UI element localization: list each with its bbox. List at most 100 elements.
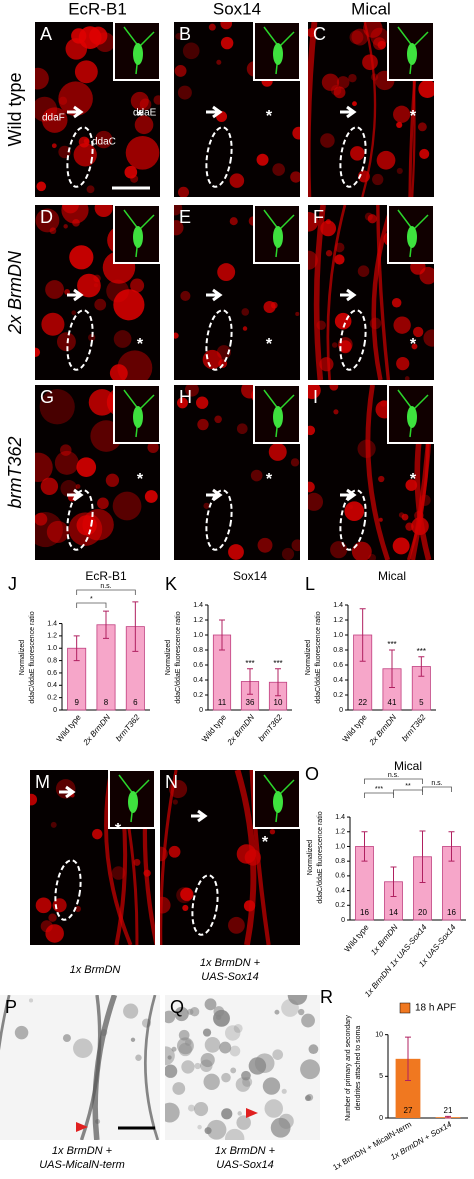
blob <box>144 490 158 503</box>
y-tick-label: 1.4 <box>333 602 343 609</box>
blob <box>187 1104 195 1112</box>
blob <box>202 349 222 370</box>
blob <box>94 205 113 218</box>
blob <box>338 340 352 354</box>
legend-label: 18 h APF <box>415 1003 456 1014</box>
blob <box>393 105 411 123</box>
blob <box>412 326 424 338</box>
bracket-label: ** <box>405 783 411 790</box>
caption: UAS-Sox14 <box>216 1159 273 1171</box>
arrow <box>67 288 84 302</box>
blob <box>242 326 248 331</box>
blob <box>58 81 93 116</box>
blob <box>333 409 339 415</box>
blob <box>178 1042 192 1057</box>
blob <box>61 205 89 224</box>
bracket <box>364 792 394 798</box>
x-tick-label: 2x BrmDN <box>225 713 256 748</box>
arrow <box>340 488 357 502</box>
sample-size: 16 <box>447 908 456 917</box>
image-content <box>0 995 160 1140</box>
chart-title: Mical <box>378 569 406 583</box>
arrowhead <box>246 1108 258 1118</box>
micrograph: *N <box>160 769 301 945</box>
soma-outline <box>66 309 94 371</box>
y-tick-label: 0.2 <box>333 692 343 699</box>
blob <box>165 1102 180 1123</box>
micrograph: *E <box>174 204 301 380</box>
blob <box>418 79 434 98</box>
blob <box>174 205 183 216</box>
blob <box>94 298 107 311</box>
blob <box>334 254 345 265</box>
image-background <box>165 995 320 1140</box>
blob <box>300 1059 320 1080</box>
blob <box>58 145 71 159</box>
row-label: brmT362 <box>5 436 25 508</box>
sample-size: 14 <box>389 908 398 917</box>
blob <box>333 86 346 99</box>
blob <box>235 1077 251 1092</box>
cell-label: ddaE <box>133 108 157 119</box>
fiber <box>160 770 178 945</box>
caption: UAS-MicalN-term <box>39 1159 125 1171</box>
blob <box>301 1013 315 1028</box>
caption: 1x BrmDN + <box>52 1145 113 1157</box>
blob <box>77 273 101 298</box>
blob <box>86 185 95 194</box>
blob <box>181 1060 195 1074</box>
bracket <box>393 789 423 795</box>
panel-letter: P <box>5 997 17 1017</box>
error-bar <box>418 656 425 677</box>
image-content <box>35 205 160 380</box>
y-tick-label: 0.2 <box>47 694 57 701</box>
blob <box>208 23 216 31</box>
blob <box>269 829 276 835</box>
micrograph: *A <box>35 21 161 197</box>
blob <box>204 998 217 1011</box>
error-bar <box>361 831 368 862</box>
caption: UAS-Sox14 <box>201 971 258 983</box>
inset-soma <box>128 791 138 813</box>
blob <box>14 1025 29 1040</box>
y-tick-label: 1.2 <box>193 617 203 624</box>
significance: *** <box>417 647 426 656</box>
blob <box>398 512 405 518</box>
blob <box>187 1008 194 1015</box>
blob <box>274 1009 280 1015</box>
arrowhead <box>76 1122 88 1132</box>
blob <box>349 30 364 45</box>
blob <box>193 1101 209 1117</box>
blob <box>236 1115 251 1130</box>
significance: *** <box>245 659 254 668</box>
blob <box>262 1077 281 1095</box>
panel-letter: D <box>40 207 53 227</box>
micrograph: *F <box>308 204 435 380</box>
blob <box>225 1128 245 1140</box>
blob <box>272 163 285 176</box>
significance: *** <box>273 659 282 668</box>
bracket <box>76 589 136 595</box>
blob <box>165 1064 178 1078</box>
y-tick-label: 5 <box>379 1073 383 1080</box>
blob <box>49 227 57 235</box>
blob <box>290 171 300 183</box>
inset-soma <box>133 43 143 65</box>
blob <box>35 512 48 526</box>
blob <box>221 1072 231 1083</box>
y-axis-label: Normalized <box>305 640 312 676</box>
blob <box>352 101 357 107</box>
panel-letter: C <box>313 24 326 44</box>
blob <box>248 1057 267 1075</box>
blob <box>35 208 60 233</box>
arrow <box>206 488 223 502</box>
y-axis-label: ddaC/ddaE fluorescence ratio <box>175 611 182 703</box>
blob <box>182 42 200 60</box>
blob <box>35 347 41 357</box>
x-tick-label: Wild type <box>341 712 369 743</box>
blob <box>256 153 269 166</box>
sample-size: 36 <box>246 698 255 707</box>
blob <box>264 1099 284 1118</box>
y-tick-label: 0.2 <box>335 902 345 909</box>
image-content <box>35 22 160 194</box>
